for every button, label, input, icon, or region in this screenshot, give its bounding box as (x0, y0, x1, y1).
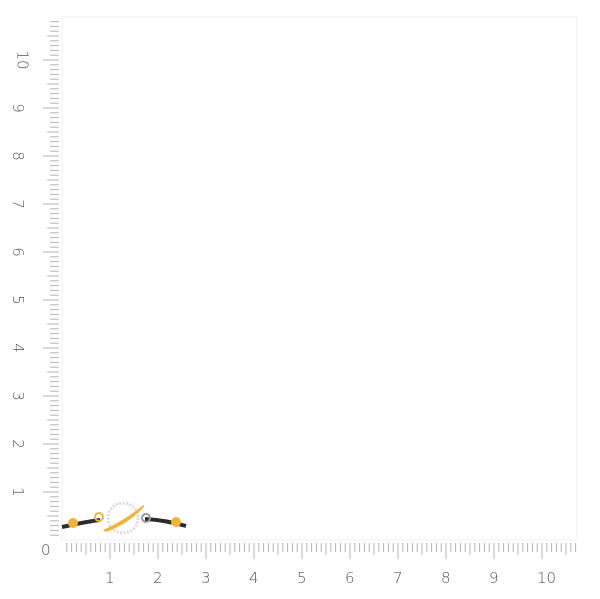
y-tick-label: 7 (8, 199, 27, 209)
x-tick-label: 6 (345, 569, 355, 587)
y-ruler (43, 21, 59, 536)
x-tick-label: 5 (297, 569, 307, 587)
x-tick-label: 3 (201, 569, 211, 587)
x-tick-label: 2 (153, 569, 163, 587)
y-tick-label: 9 (8, 103, 27, 113)
gold-orbit (103, 504, 145, 532)
y-tick-label: 10 (13, 50, 32, 70)
x-tick-label: 1 (105, 569, 115, 587)
y-tick-label: 6 (8, 247, 27, 257)
x-tick-label: 10 (537, 569, 557, 587)
x-ruler (66, 543, 577, 559)
x-tick-label: 9 (489, 569, 499, 587)
left-link (94, 512, 104, 522)
y-tick-label: 3 (8, 391, 27, 401)
diamond-circle (106, 501, 140, 535)
y-tick-label: 5 (8, 295, 27, 305)
bracelet-image (61, 501, 187, 535)
origin-label: 0 (41, 541, 51, 559)
x-tick-label: 4 (249, 569, 259, 587)
y-tick-label: 1 (8, 487, 27, 497)
right-cord (144, 517, 187, 528)
y-tick-label: 8 (8, 151, 27, 161)
left-bead (68, 518, 78, 528)
right-link (141, 513, 151, 523)
y-tick-label: 2 (8, 439, 27, 449)
left-cord (61, 518, 101, 529)
x-tick-label: 7 (393, 569, 403, 587)
frame-border (61, 16, 578, 541)
y-tick-label: 4 (8, 343, 27, 353)
x-tick-label: 8 (441, 569, 451, 587)
right-bead (171, 517, 181, 527)
